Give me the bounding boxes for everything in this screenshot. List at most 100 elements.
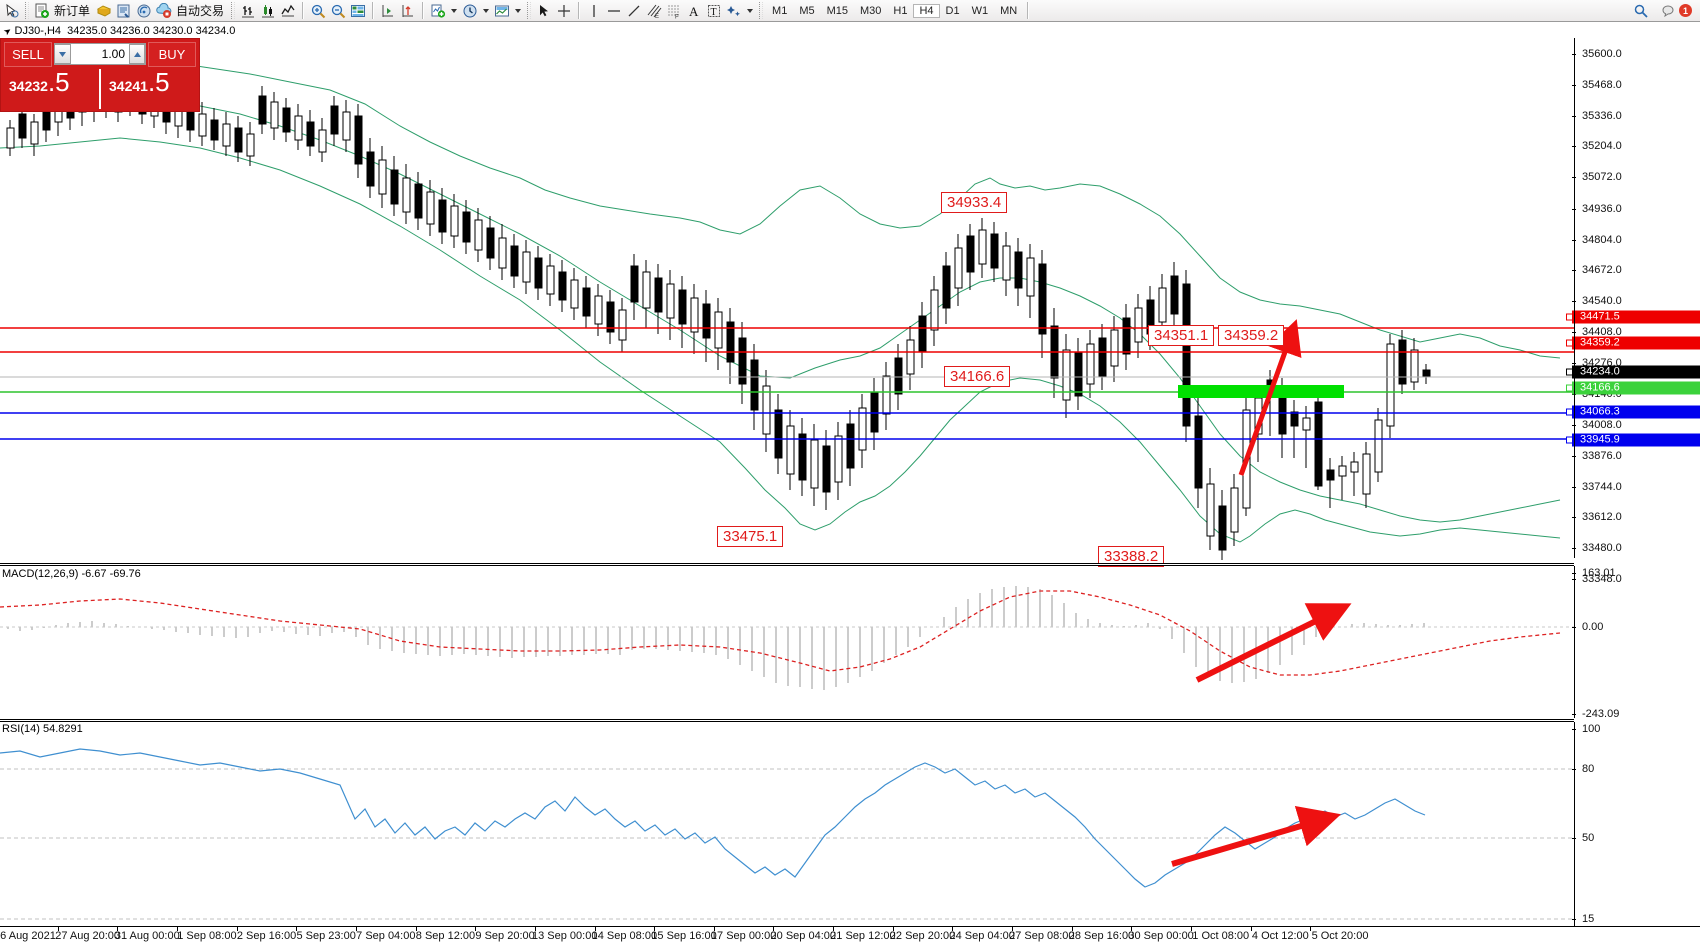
symbol-info: ➤DJ30-,H4 34235.0 34236.0 34230.0 34234.… xyxy=(2,25,236,38)
rsi-chart[interactable] xyxy=(0,723,1574,945)
svg-text:A: A xyxy=(689,4,699,19)
crosshair-icon[interactable] xyxy=(554,1,574,21)
price-level-label-34471-5[interactable]: 34471.5 xyxy=(1566,310,1700,324)
zoom-in-icon[interactable] xyxy=(308,1,328,21)
toolbar-grip-3 xyxy=(527,2,532,19)
macd-separator xyxy=(0,563,1574,566)
period-icon[interactable] xyxy=(460,1,480,21)
buy-button[interactable]: BUY xyxy=(148,41,196,67)
rsi-axis-line xyxy=(1574,722,1575,946)
timeframe-m1[interactable]: M1 xyxy=(772,4,788,17)
price-tick-34408-0: 34408.0 xyxy=(1572,326,1700,338)
time-tick: 20 Sep 04:00 xyxy=(770,930,836,942)
time-tick-mark xyxy=(1310,927,1312,931)
price-tick-35204-0: 35204.0 xyxy=(1572,140,1700,152)
timeframe-m15[interactable]: M15 xyxy=(826,4,848,17)
volume-increase-icon[interactable] xyxy=(129,44,145,64)
annotation-33475[interactable]: 33475.1 xyxy=(717,526,784,547)
annotation-34933[interactable]: 34933.4 xyxy=(941,192,1008,213)
candlestick-chart-icon[interactable] xyxy=(258,1,278,21)
timeframe-w1[interactable]: W1 xyxy=(971,4,989,17)
auto-scroll-icon[interactable] xyxy=(398,1,418,21)
chevron-down-icon[interactable] xyxy=(451,8,458,13)
toolbar-separator-4 xyxy=(578,2,581,19)
time-tick: 5 Sep 23:00 xyxy=(296,930,356,942)
cursor-icon[interactable] xyxy=(2,1,22,21)
line-chart-icon[interactable] xyxy=(278,1,298,21)
templates-icon[interactable] xyxy=(492,1,512,21)
price-level-label-34166-6[interactable]: 34166.6 xyxy=(1566,381,1700,395)
rsi-line xyxy=(0,748,1426,888)
timeframe-m5[interactable]: M5 xyxy=(799,4,815,17)
add-indicator-icon[interactable] xyxy=(428,1,448,21)
bar-chart-icon[interactable] xyxy=(238,1,258,21)
text-object-icon[interactable]: T xyxy=(704,1,724,21)
chevron-down-icon-3[interactable] xyxy=(515,8,522,13)
timeframe-d1[interactable]: D1 xyxy=(945,4,960,17)
equidistant-channel-icon[interactable]: E xyxy=(644,1,664,21)
signals-icon[interactable] xyxy=(134,1,154,21)
shapes-icon[interactable] xyxy=(724,1,744,21)
auto-trading-label: 自动交易 xyxy=(176,4,225,18)
timeframe-h4[interactable]: H4 xyxy=(913,3,940,18)
rsi-separator xyxy=(0,719,1574,722)
time-tick: 31 Aug 00:00 xyxy=(114,930,180,942)
time-tick-mark xyxy=(117,927,119,931)
chevron-down-icon-4[interactable] xyxy=(747,8,754,13)
price-level-label-34359-2[interactable]: 34359.2 xyxy=(1566,336,1700,350)
timeframe-h1[interactable]: H1 xyxy=(893,4,908,17)
time-tick: 5 Oct 20:00 xyxy=(1311,930,1369,942)
macd-chart[interactable] xyxy=(0,567,1574,717)
data-window-icon[interactable] xyxy=(114,1,134,21)
vertical-line-icon[interactable] xyxy=(584,1,604,21)
volume-decrease-icon[interactable] xyxy=(55,44,71,64)
timeframe-m30[interactable]: M30 xyxy=(860,4,882,17)
price-tick-34804-0: 34804.0 xyxy=(1572,234,1700,246)
annotation-33388[interactable]: 33388.2 xyxy=(1098,546,1165,567)
volume-value[interactable]: 1.00 xyxy=(71,47,129,61)
tile-windows-icon[interactable] xyxy=(348,1,368,21)
alerts-icon[interactable]: 1 xyxy=(1659,1,1694,21)
price-tick-35600-0: 35600.0 xyxy=(1572,48,1700,60)
time-tick: 24 Sep 04:00 xyxy=(949,930,1015,942)
price-chart[interactable] xyxy=(0,38,1574,563)
bullish-trend-arrow xyxy=(1238,319,1302,476)
auto-trading-button[interactable]: 自动交易 xyxy=(154,1,228,21)
cursor-select-icon[interactable] xyxy=(534,1,554,21)
sell-button[interactable]: SELL xyxy=(4,41,52,67)
price-level-label-34234-0[interactable]: 34234.0 xyxy=(1566,365,1700,379)
price-tick-34936-0: 34936.0 xyxy=(1572,203,1700,215)
new-order-button[interactable]: 新订单 xyxy=(32,1,94,21)
bollinger-upper xyxy=(0,59,1561,359)
timeframe-mn[interactable]: MN xyxy=(1000,4,1018,17)
profile-icon[interactable] xyxy=(94,1,114,21)
horizontal-line-icon[interactable] xyxy=(604,1,624,21)
annotation-34359[interactable]: 34359.2 xyxy=(1218,325,1285,346)
one-click-trading-panel[interactable]: SELL 1.00 BUY 34232.5 34241.5 xyxy=(0,38,200,112)
buy-price[interactable]: 34241.5 xyxy=(101,69,199,109)
shift-end-icon[interactable] xyxy=(378,1,398,21)
annotation-34166[interactable]: 34166.6 xyxy=(944,366,1011,387)
buy-price-frac: .5 xyxy=(147,67,170,97)
volume-stepper[interactable]: 1.00 xyxy=(54,43,146,65)
text-label-icon[interactable]: A xyxy=(684,1,704,21)
time-tick: 14 Sep 08:00 xyxy=(591,930,658,942)
price-level-label-33945-9[interactable]: 33945.9 xyxy=(1566,433,1700,447)
zoom-out-icon[interactable] xyxy=(328,1,348,21)
time-tick: 15 Sep 16:00 xyxy=(651,930,717,942)
price-level-label-34066-3[interactable]: 34066.3 xyxy=(1566,405,1700,419)
trendline-icon[interactable] xyxy=(624,1,644,21)
time-tick-mark xyxy=(1071,927,1073,931)
annotation-34351[interactable]: 34351.1 xyxy=(1148,325,1215,346)
chevron-down-icon-2[interactable] xyxy=(483,8,490,13)
macd-signal-line xyxy=(0,590,1561,676)
price-tick-34276-0: 34276.0 xyxy=(1572,357,1700,369)
search-icon[interactable] xyxy=(1631,1,1651,21)
fibonacci-icon[interactable]: F xyxy=(664,1,684,21)
price-tick-34672-0: 34672.0 xyxy=(1572,264,1700,276)
main-toolbar: 新订单 自动交易 xyxy=(0,0,1700,22)
sell-price[interactable]: 34232.5 xyxy=(1,69,99,109)
chart-stage[interactable]: ➤DJ30-,H4 34235.0 34236.0 34230.0 34234.… xyxy=(0,22,1700,948)
rsi-tick-80: 80 xyxy=(1572,763,1700,775)
time-axis[interactable]: 6 Aug 2021 27 Aug 20:00 31 Aug 00:00 1 Sep … xyxy=(0,926,1700,948)
